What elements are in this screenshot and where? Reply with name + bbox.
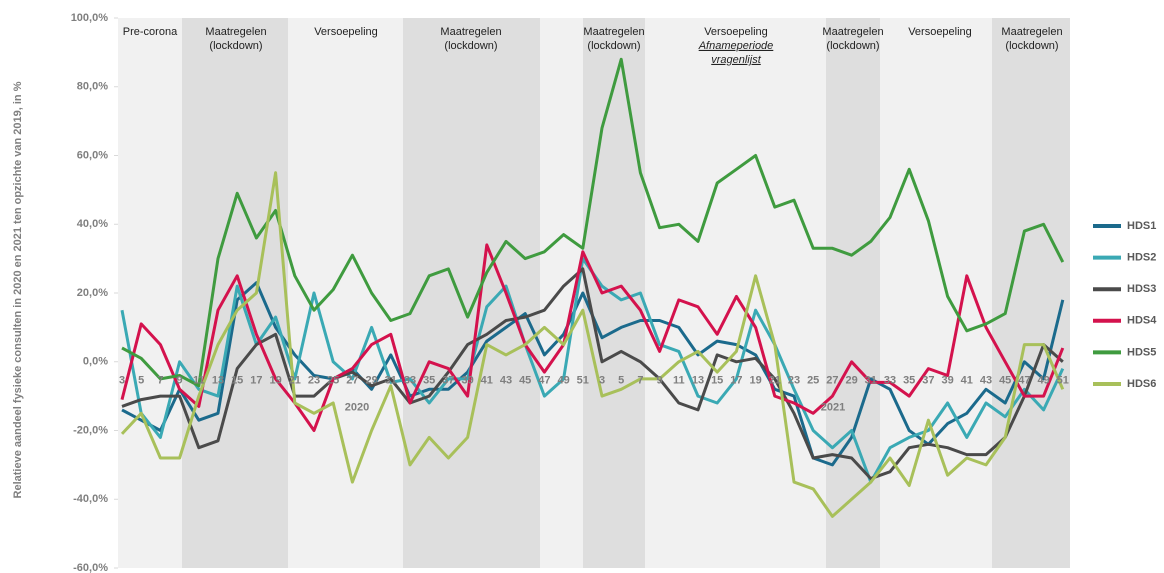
x-tick-label: 11	[673, 375, 685, 387]
x-tick-label: 13	[212, 375, 224, 387]
x-tick-label: 33	[404, 375, 416, 387]
phase-band	[992, 18, 1070, 568]
x-tick-label: 9	[657, 375, 663, 387]
series-line	[120, 171, 1065, 518]
year-label: 2021	[821, 402, 845, 414]
x-tick-label: 5	[618, 375, 624, 387]
phase-label: Maatregelen	[440, 26, 501, 38]
y-tick-label: -40,0%	[73, 493, 108, 505]
year-label: 2020	[345, 402, 369, 414]
x-tick-label: 41	[961, 375, 973, 387]
phase-label: (lockdown)	[587, 40, 640, 52]
x-tick-label: 31	[865, 375, 877, 387]
phase-bands	[118, 18, 1070, 568]
x-tick-label: 17	[730, 375, 742, 387]
phase-label: Afnameperiode	[698, 40, 774, 52]
y-tick-label: -60,0%	[73, 562, 108, 573]
x-tick-label: 39	[941, 375, 953, 387]
legend-label: HDS4	[1127, 315, 1157, 327]
x-tick-label: 29	[365, 375, 377, 387]
x-tick-label: 21	[289, 375, 301, 387]
x-tick-label: 41	[481, 375, 493, 387]
x-tick-label: 25	[807, 375, 819, 387]
phase-label: (lockdown)	[209, 40, 262, 52]
phase-band	[645, 18, 826, 568]
x-tick-label: 15	[231, 375, 243, 387]
phase-label: (lockdown)	[444, 40, 497, 52]
legend-label: HDS3	[1127, 283, 1156, 295]
legend-label: HDS1	[1127, 220, 1156, 232]
y-tick-label: 20,0%	[77, 287, 108, 299]
phase-label: Maatregelen	[583, 26, 644, 38]
phase-band	[826, 18, 880, 568]
x-tick-label: 43	[500, 375, 512, 387]
x-tick-label: 45	[519, 375, 531, 387]
phase-label: (lockdown)	[826, 40, 879, 52]
x-tick-label: 27	[346, 375, 358, 387]
x-tick-label: 39	[461, 375, 473, 387]
x-tick-label: 51	[1057, 375, 1069, 387]
x-tick-label: 17	[250, 375, 262, 387]
x-tick-label: 27	[826, 375, 838, 387]
legend-label: HDS2	[1127, 252, 1156, 264]
series-line	[120, 243, 1065, 432]
x-tick-label: 37	[442, 375, 454, 387]
x-tick-label: 35	[423, 375, 435, 387]
phase-label: Maatregelen	[205, 26, 266, 38]
phase-label: vragenlijst	[711, 54, 761, 66]
phase-band	[288, 18, 403, 568]
x-tick-label: 47	[1018, 375, 1030, 387]
phase-label: Versoepeling	[314, 26, 378, 38]
x-tick-label: 19	[269, 375, 281, 387]
x-tick-label: 5	[138, 375, 144, 387]
x-tick-label: 23	[308, 375, 320, 387]
legend-label: HDS5	[1127, 346, 1156, 358]
y-tick-label: 0,0%	[83, 356, 108, 368]
x-tick-label: 3	[119, 375, 125, 387]
y-tick-label: 40,0%	[77, 218, 108, 230]
x-tick-label: 13	[692, 375, 704, 387]
x-tick-label: 37	[922, 375, 934, 387]
phase-label: Maatregelen	[1001, 26, 1062, 38]
x-tick-label: 35	[903, 375, 915, 387]
x-tick-label: 43	[980, 375, 992, 387]
x-tick-label: 29	[845, 375, 857, 387]
x-tick-label: 7	[157, 375, 163, 387]
x-tick-label: 51	[577, 375, 589, 387]
x-tick-label: 3	[599, 375, 605, 387]
series-line	[121, 267, 1064, 481]
phase-label: Versoepeling	[704, 26, 768, 38]
x-tick-label: 11	[193, 375, 205, 387]
phase-band	[880, 18, 992, 568]
phase-label: Maatregelen	[822, 26, 883, 38]
x-tick-label: 21	[769, 375, 781, 387]
x-tick-label: 25	[327, 375, 339, 387]
phase-label: Pre-corona	[123, 26, 178, 38]
y-axis-label: Relatieve aandeel fysieke consulten in 2…	[12, 81, 24, 498]
x-tick-label: 19	[749, 375, 761, 387]
x-tick-label: 15	[711, 375, 723, 387]
x-tick-label: 31	[385, 375, 397, 387]
y-tick-label: 80,0%	[77, 81, 108, 93]
x-tick-label: 7	[637, 375, 643, 387]
phase-label: (lockdown)	[1005, 40, 1058, 52]
x-tick-label: 33	[884, 375, 896, 387]
x-tick-label: 47	[538, 375, 550, 387]
x-tick-label: 49	[557, 375, 569, 387]
y-tick-label: -20,0%	[73, 424, 108, 436]
x-tick-label: 49	[1037, 375, 1049, 387]
y-tick-label: 60,0%	[77, 149, 108, 161]
x-tick-label: 9	[177, 375, 183, 387]
y-tick-label: 100,0%	[71, 12, 109, 24]
phase-label: Versoepeling	[908, 26, 972, 38]
x-tick-label: 23	[788, 375, 800, 387]
x-tick-label: 45	[999, 375, 1011, 387]
legend-label: HDS6	[1127, 378, 1156, 390]
phase-band	[118, 18, 182, 568]
phase-band	[403, 18, 540, 568]
